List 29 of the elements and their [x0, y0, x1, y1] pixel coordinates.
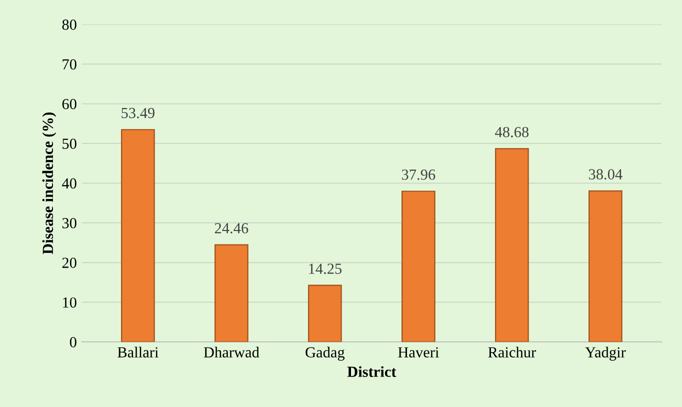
- y-tick-label: 0: [70, 337, 76, 348]
- bar: [214, 244, 248, 342]
- bar: [121, 129, 155, 342]
- x-tick-label: Yadgir: [585, 346, 626, 361]
- x-tick-label: Gadag: [306, 346, 345, 361]
- y-tick-label: 70: [62, 59, 76, 70]
- y-tick-label: 40: [62, 178, 76, 189]
- bar: [402, 190, 436, 342]
- x-tick-label: Haveri: [398, 347, 439, 358]
- y-tick-label: 10: [63, 297, 76, 308]
- y-tick-label: 30: [62, 218, 76, 228]
- data-label: 24.46: [214, 223, 248, 234]
- y-tick-label: 60: [62, 98, 76, 110]
- data-label: 38.04: [588, 169, 622, 180]
- x-axis-title: District: [347, 366, 396, 377]
- data-label: 53.49: [122, 108, 154, 118]
- y-axis-title: Disease incidence (%): [42, 112, 56, 254]
- bar: [495, 148, 529, 342]
- bar: [588, 190, 622, 342]
- data-label: 14.25: [309, 264, 342, 274]
- y-tick-label: 50: [62, 138, 76, 149]
- data-label: 37.96: [402, 170, 436, 180]
- y-tick-label: 80: [62, 20, 76, 30]
- x-tick-label: Ballari: [118, 346, 158, 358]
- data-label: 48.68: [495, 126, 529, 138]
- bar: [308, 284, 342, 342]
- x-tick-label: Raichur: [488, 346, 536, 358]
- y-tick-label: 20: [62, 258, 76, 268]
- x-tick-label: Dharwad: [204, 346, 260, 358]
